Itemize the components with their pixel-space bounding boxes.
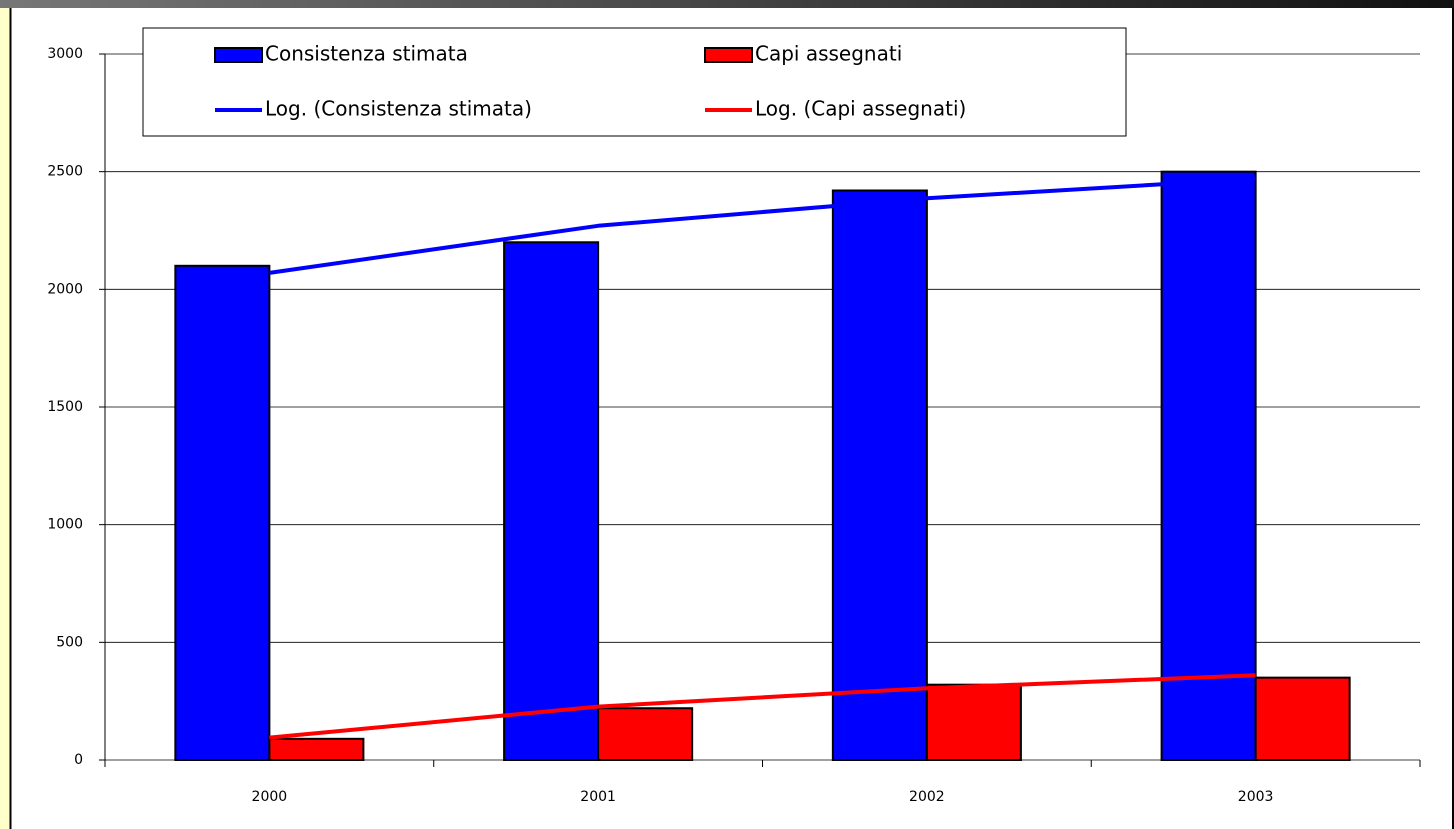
bar	[597, 707, 694, 762]
bar	[1254, 676, 1351, 762]
top-band	[0, 0, 1454, 8]
y-tick-label: 2500	[47, 164, 83, 180]
y-tick-label: 3000	[47, 46, 83, 62]
legend-label: Consistenza stimata	[265, 42, 468, 66]
legend-swatch	[704, 47, 753, 63]
bar	[925, 683, 1022, 762]
trend-line	[269, 176, 1256, 275]
y-tick-label: 500	[56, 634, 83, 650]
legend-label: Log. (Capi assegnati)	[755, 97, 966, 121]
y-tick-label: 1500	[47, 399, 83, 415]
bar	[503, 241, 600, 761]
x-tick-label: 2002	[909, 789, 945, 805]
x-tick-label: 2003	[1238, 789, 1274, 805]
bar	[174, 264, 271, 761]
y-tick-label: 2000	[47, 281, 83, 297]
trend-line	[269, 673, 1256, 740]
bar	[1160, 170, 1257, 761]
bar	[268, 737, 365, 762]
legend-swatch	[214, 47, 263, 63]
legend-box	[142, 27, 1127, 137]
legend-label: Log. (Consistenza stimata)	[265, 97, 532, 121]
y-tick-label: 1000	[47, 517, 83, 533]
x-tick-label: 2001	[580, 789, 616, 805]
x-tick-label: 2000	[252, 789, 288, 805]
legend-label: Capi assegnati	[755, 42, 902, 66]
bar	[831, 189, 928, 761]
y-tick-label: 0	[74, 752, 83, 768]
side-strip	[0, 8, 10, 829]
